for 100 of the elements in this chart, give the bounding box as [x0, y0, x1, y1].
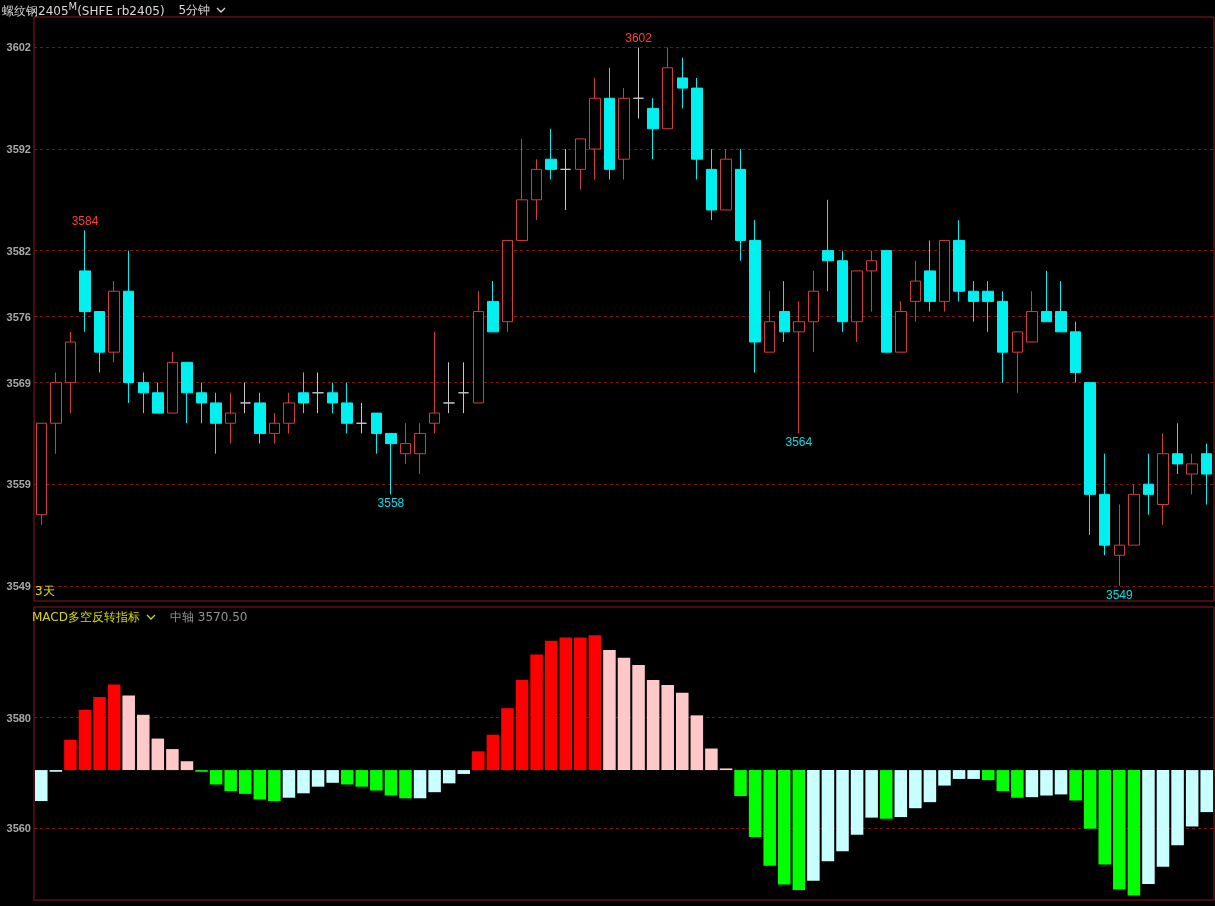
candlestick	[429, 331, 440, 434]
bar	[64, 739, 77, 771]
candlestick	[65, 331, 76, 414]
candlestick	[356, 402, 367, 434]
bar	[996, 770, 1010, 792]
candlestick	[968, 280, 979, 323]
candlestick	[371, 412, 382, 455]
candlestick	[385, 432, 397, 495]
candlestick	[254, 392, 266, 445]
candlestick	[283, 392, 295, 434]
bar	[981, 770, 995, 781]
candlestick	[982, 280, 994, 333]
bar	[807, 770, 820, 881]
candlestick	[458, 361, 469, 414]
candlestick	[589, 77, 601, 180]
candlestick	[618, 87, 630, 180]
bar	[690, 715, 704, 771]
bar	[777, 770, 791, 885]
candlestick	[1055, 280, 1067, 333]
candlestick	[895, 300, 907, 353]
bar	[384, 770, 398, 796]
bar	[224, 770, 237, 792]
candlestick	[720, 148, 732, 211]
candlestick	[837, 250, 848, 333]
candlestick	[443, 361, 455, 414]
candlestick	[1128, 483, 1140, 546]
bar	[253, 770, 267, 800]
bar	[268, 770, 281, 802]
bar	[850, 770, 864, 835]
bar	[151, 738, 165, 771]
annotation: 3558	[377, 496, 405, 511]
candlestick	[1026, 290, 1038, 343]
candlestick	[473, 290, 484, 404]
bar	[501, 708, 514, 771]
chart-subtitle: 中轴 3570.50	[169, 609, 248, 626]
bar	[78, 709, 92, 771]
candlestick	[181, 361, 193, 424]
annotation: 3584	[71, 214, 99, 229]
bar	[544, 640, 558, 771]
y-tick-label: 3569	[6, 376, 31, 389]
chart-title: MACD多空反转指标	[32, 609, 140, 626]
bar	[632, 665, 645, 771]
bar	[515, 679, 529, 771]
bar	[340, 770, 354, 785]
bar	[311, 770, 325, 787]
candlestick	[822, 199, 834, 292]
bar	[238, 770, 252, 794]
candlestick	[1041, 270, 1052, 323]
candlestick	[881, 250, 892, 353]
y-tick-label: 3580	[6, 711, 31, 724]
candlestick	[1143, 453, 1154, 516]
candlestick	[138, 371, 149, 414]
candlestick	[1186, 453, 1198, 495]
bar	[137, 714, 150, 771]
bar	[879, 770, 893, 819]
bar	[1113, 770, 1126, 890]
bar	[1054, 770, 1068, 795]
bar	[952, 770, 966, 779]
y-tick-label: 3602	[6, 41, 31, 54]
candlestick	[327, 382, 338, 414]
bar	[486, 734, 500, 771]
bar	[457, 770, 471, 774]
bar	[559, 637, 572, 771]
bar	[35, 770, 48, 802]
candlestick	[545, 128, 557, 180]
candlestick	[924, 239, 936, 313]
bar	[107, 684, 121, 771]
bar	[661, 684, 674, 771]
bar	[938, 770, 951, 786]
candlestick	[1070, 321, 1081, 384]
candlestick	[210, 392, 222, 455]
bar	[370, 770, 383, 791]
bar	[297, 770, 310, 794]
bar	[1185, 770, 1199, 827]
candlestick	[1157, 432, 1169, 526]
candlestick	[152, 382, 164, 414]
candlestick	[793, 300, 805, 434]
bar	[166, 749, 179, 771]
bar	[93, 697, 106, 771]
candlestick	[531, 158, 542, 221]
candlestick	[94, 311, 105, 373]
bar	[209, 770, 223, 785]
bar	[413, 770, 427, 799]
candlestick	[1172, 422, 1183, 475]
bar	[748, 770, 762, 837]
candlestick	[225, 392, 236, 445]
candlestick	[1012, 331, 1023, 394]
bar	[792, 770, 806, 891]
bar	[574, 637, 587, 771]
bar	[1098, 770, 1111, 865]
bar	[923, 770, 937, 803]
candlestick	[779, 280, 790, 343]
bar	[705, 748, 718, 771]
candlestick	[1114, 504, 1125, 587]
candlestick	[735, 148, 746, 262]
candlestick	[298, 371, 309, 414]
candlestick	[633, 46, 644, 120]
candlestick	[764, 290, 775, 353]
candlestick	[953, 219, 965, 302]
candlestick	[604, 67, 615, 180]
